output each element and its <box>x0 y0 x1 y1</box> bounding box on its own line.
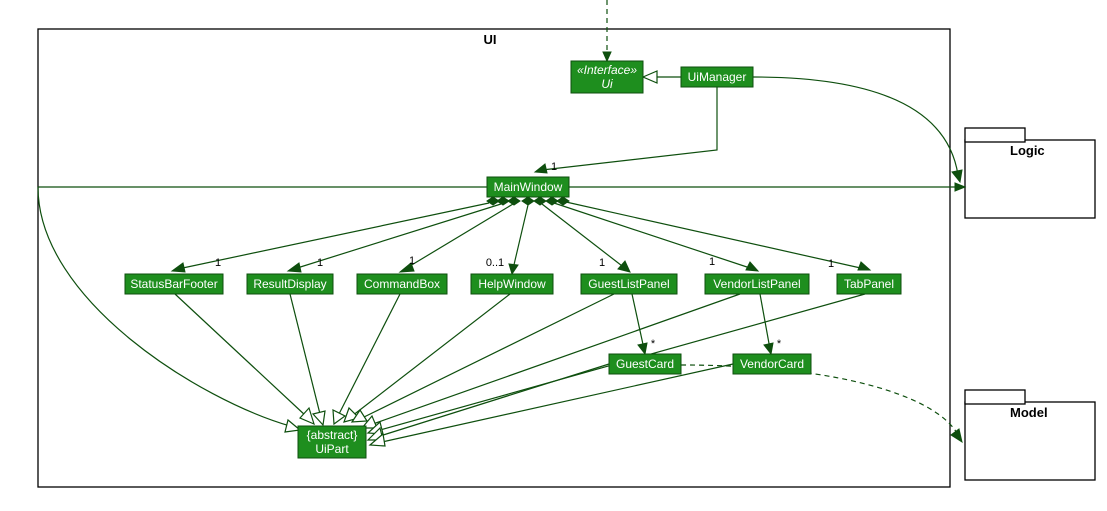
node-resultdisplay: ResultDisplay <box>247 274 333 294</box>
node-commandbox-label: CommandBox <box>364 277 440 291</box>
node-helpwindow: HelpWindow <box>471 274 553 294</box>
uml-diagram: UI Logic Model 1 1 <box>0 0 1107 511</box>
mult-mainwindow: 1 <box>551 161 557 173</box>
node-vendorlistpanel: VendorListPanel <box>705 274 809 294</box>
mult-resultdisplay: 1 <box>317 257 323 269</box>
mult-guestlist: 1 <box>599 257 605 269</box>
node-guestcard-label: GuestCard <box>616 357 674 371</box>
mult-commandbox: 1 <box>409 255 415 267</box>
node-uimanager: UiManager <box>681 67 753 87</box>
node-ui-interface: «Interface» Ui <box>571 61 643 93</box>
package-model-label: Model <box>1010 405 1048 420</box>
node-guestcard: GuestCard <box>609 354 681 374</box>
node-guestlist-label: GuestListPanel <box>588 277 669 291</box>
node-mainwindow: MainWindow <box>487 177 569 197</box>
node-vendorcard-label: VendorCard <box>740 357 804 371</box>
node-statusbar-label: StatusBarFooter <box>130 277 217 291</box>
package-logic: Logic <box>965 128 1095 218</box>
node-vendorlist-label: VendorListPanel <box>713 277 800 291</box>
mult-tabpanel: 1 <box>828 258 834 270</box>
mult-vendorlist: 1 <box>709 256 715 268</box>
node-uipart-stereo: {abstract} <box>307 428 358 442</box>
node-guestlistpanel: GuestListPanel <box>581 274 677 294</box>
node-vendorcard: VendorCard <box>733 354 811 374</box>
node-commandbox: CommandBox <box>357 274 447 294</box>
node-tabpanel: TabPanel <box>837 274 901 294</box>
mult-guestcard: * <box>651 338 656 350</box>
mult-statusbar: 1 <box>215 257 221 269</box>
node-resultdisplay-label: ResultDisplay <box>253 277 326 291</box>
mult-vendorcard: * <box>777 338 782 350</box>
package-logic-label: Logic <box>1010 143 1045 158</box>
node-ui-interface-stereo: «Interface» <box>577 63 637 77</box>
node-tabpanel-label: TabPanel <box>844 277 894 291</box>
node-helpwindow-label: HelpWindow <box>478 277 546 291</box>
package-ui-label: UI <box>484 32 497 47</box>
mult-helpwindow: 0..1 <box>486 257 504 269</box>
node-mainwindow-label: MainWindow <box>494 180 563 194</box>
node-statusbarfooter: StatusBarFooter <box>125 274 223 294</box>
node-uipart: {abstract} UiPart <box>298 426 366 458</box>
package-model: Model <box>965 390 1095 480</box>
node-uipart-label: UiPart <box>315 442 349 456</box>
node-ui-interface-label: Ui <box>601 77 613 91</box>
node-uimanager-label: UiManager <box>688 70 747 84</box>
